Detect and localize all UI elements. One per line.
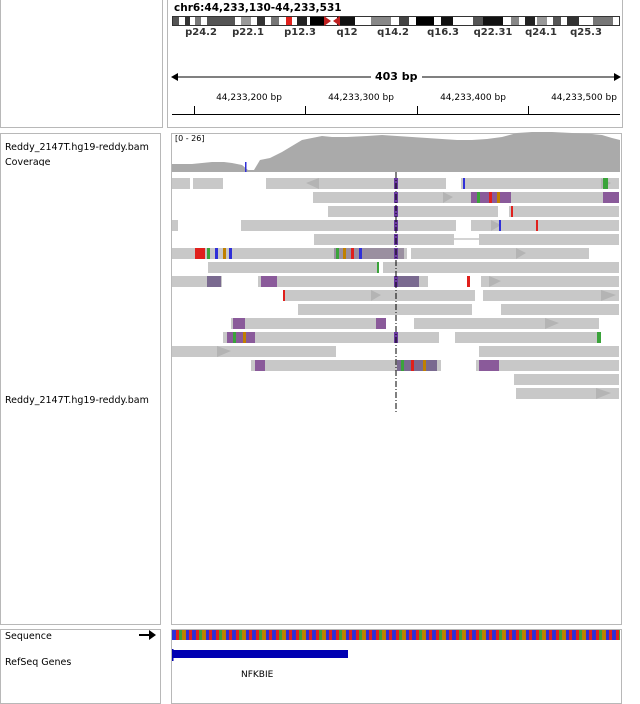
ruler-label: 44,233,300 bp	[328, 93, 394, 103]
ruler-baseline	[172, 114, 620, 115]
coverage-track[interactable]	[172, 132, 620, 172]
cytoband-label: q12	[336, 27, 358, 38]
centromere-icon	[324, 16, 340, 26]
cytoband-label: q16.3	[427, 27, 459, 38]
cytoband-label: q22.31	[473, 27, 513, 38]
cytoband-label: p12.3	[284, 27, 316, 38]
cytoband-label: q14.2	[377, 27, 409, 38]
coverage-track-name[interactable]: Reddy_2147T.hg19-reddy.bam Coverage	[5, 142, 149, 166]
gene-label: NFKBIE	[241, 670, 274, 680]
ruler-tick	[417, 106, 418, 114]
ruler-label: 44,233,200 bp	[216, 93, 282, 103]
alignment-data-panel[interactable]	[171, 133, 622, 625]
cytoband-label: q24.1	[525, 27, 557, 38]
ruler-label: 44,233,400 bp	[440, 93, 506, 103]
chromosome-ideogram[interactable]	[172, 16, 620, 26]
ruler-tick	[305, 106, 306, 114]
refseq-track-name[interactable]: RefSeq Genes	[5, 657, 72, 668]
ruler-tick	[528, 106, 529, 114]
alignment-track-name[interactable]: Reddy_2147T.hg19-reddy.bam	[5, 395, 149, 406]
alignment-reads[interactable]	[171, 172, 621, 412]
cytoband-label: q25.3	[570, 27, 602, 38]
sequence-track-name[interactable]: Sequence	[5, 631, 52, 642]
header-name-panel	[0, 0, 163, 128]
cytoband-label: p24.2	[185, 27, 217, 38]
span-label: 403 bp	[371, 70, 422, 83]
cytoband-label: p22.1	[232, 27, 264, 38]
header-data-panel	[167, 0, 623, 128]
arrow-right-icon[interactable]	[139, 630, 157, 640]
feature-data-panel	[171, 629, 622, 704]
locus-label: chr6:44,233,130-44,233,531	[174, 2, 342, 14]
ruler-tick	[194, 106, 195, 114]
coverage-range-label: [0 - 26]	[175, 134, 205, 143]
gene-feature[interactable]	[172, 649, 352, 661]
sequence-track[interactable]	[172, 630, 620, 640]
ruler-label: 44,233,500 bp	[551, 93, 617, 103]
track-name-panel	[0, 133, 161, 625]
